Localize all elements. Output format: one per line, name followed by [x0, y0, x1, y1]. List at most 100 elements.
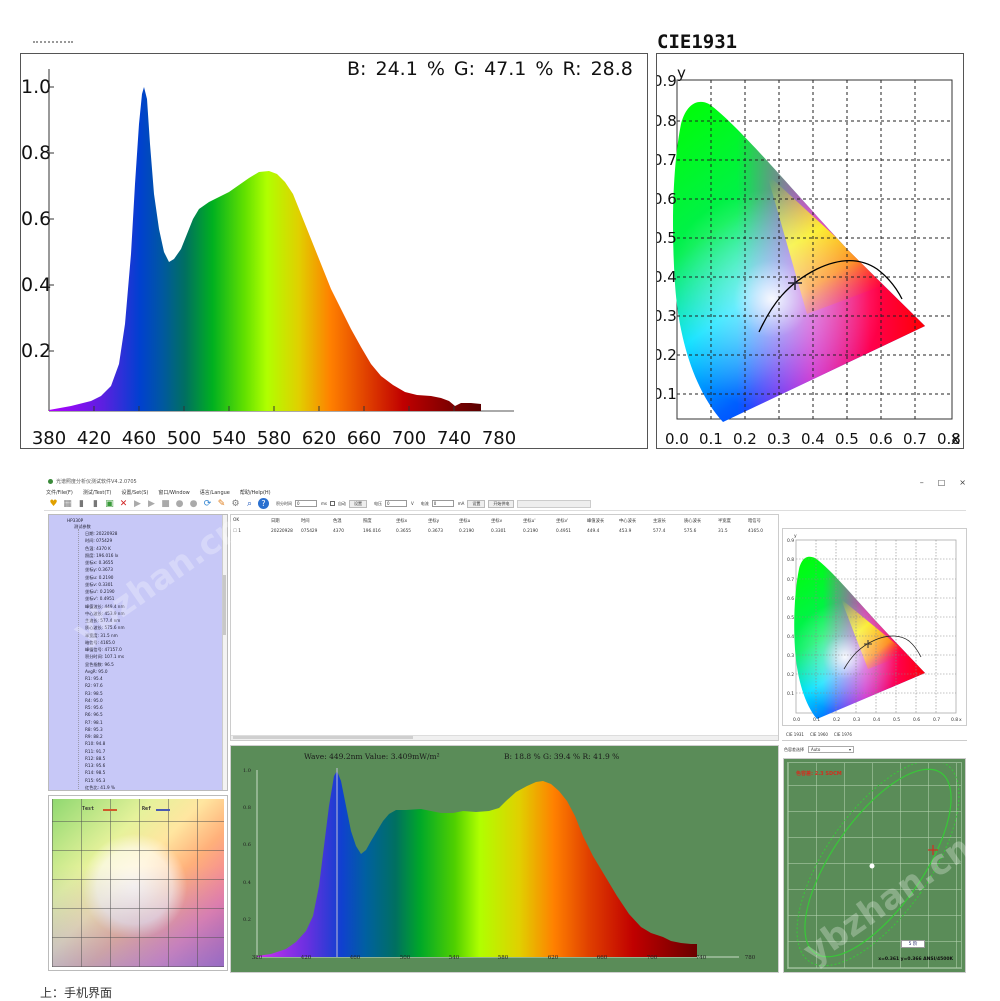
- current-input[interactable]: 0: [431, 500, 454, 507]
- set-integration-button[interactable]: 设置: [348, 499, 367, 508]
- column-header[interactable]: 色温: [333, 519, 342, 524]
- column-header[interactable]: 坐标u': [523, 519, 536, 524]
- white-point-marker: [788, 276, 802, 290]
- menu-file[interactable]: 文件/File(F): [46, 490, 73, 496]
- tree-item[interactable]: 积分时间: 107.1 ms: [85, 654, 125, 660]
- spectrometer-app-window: 光谱照度分析仪测试软件V4.2.0705 – □ × 文件/File(F) 测试…: [44, 470, 967, 975]
- tree-item[interactable]: 暗信号: 4165.0: [85, 639, 115, 645]
- open-heart-icon[interactable]: ♥: [49, 498, 58, 509]
- column-header[interactable]: 峰值波长: [587, 519, 605, 524]
- tree-item[interactable]: R12: 88.5: [85, 755, 106, 761]
- column-header[interactable]: 坐标u: [459, 519, 471, 524]
- stop-icon[interactable]: ■: [161, 498, 170, 509]
- column-header[interactable]: 坐标v': [556, 519, 569, 524]
- tree-root[interactable]: HP330P: [67, 518, 84, 523]
- tree-item[interactable]: R1: 95.4: [85, 676, 103, 681]
- tree-group[interactable]: 测试参数: [74, 524, 91, 529]
- tolerance-dropdown[interactable]: Auto ▾: [808, 746, 854, 753]
- tree-item[interactable]: R3: 98.5: [85, 690, 103, 696]
- tree-item[interactable]: R7: 98.1: [85, 719, 103, 725]
- delete-icon[interactable]: ✕: [119, 498, 128, 509]
- step-spinner[interactable]: 5 阶: [901, 940, 925, 948]
- bulb-icon[interactable]: ●: [175, 498, 184, 509]
- column-header[interactable]: 时间: [301, 519, 310, 524]
- minimize-button[interactable]: –: [919, 478, 924, 487]
- menu-test[interactable]: 测试/Test(T): [82, 490, 112, 496]
- tab-cie-1976[interactable]: CIE 1976: [833, 732, 852, 737]
- tab-cie-1960[interactable]: CIE 1960: [809, 732, 828, 737]
- tree-item[interactable]: R2: 97.6: [85, 683, 103, 689]
- tree-item[interactable]: 主波长: 577.4 nm: [85, 618, 121, 623]
- column-header[interactable]: 质心波长: [684, 519, 702, 524]
- tree-item[interactable]: R8: 95.3: [85, 726, 103, 732]
- start-power-button[interactable]: 开始供电: [488, 499, 515, 508]
- menu-window[interactable]: 窗口/Window: [158, 490, 190, 496]
- menu-language[interactable]: 语言/Langue: [199, 490, 230, 496]
- column-header[interactable]: 坐标x: [396, 519, 408, 524]
- play-icon[interactable]: ▶: [134, 498, 141, 509]
- measured-point-marker: [928, 845, 938, 855]
- tree-item[interactable]: 半宽度: 31.5 nm: [85, 632, 118, 638]
- step-icon[interactable]: ▶: [148, 498, 155, 509]
- table-cell[interactable]: ☐ 1: [233, 529, 241, 534]
- calculator-icon[interactable]: ▦: [63, 498, 72, 509]
- tree-item[interactable]: 显色指数: 96.5: [85, 661, 114, 667]
- column-header[interactable]: 暗信号: [748, 519, 761, 524]
- tree-item[interactable]: 坐标u: 0.2190: [85, 574, 114, 580]
- column-header[interactable]: 主波长: [653, 519, 666, 524]
- maximize-button[interactable]: □: [937, 478, 946, 487]
- tree-item[interactable]: 日期: 20220928: [85, 531, 118, 536]
- tree-item[interactable]: AvgR: 95.0: [85, 668, 108, 674]
- edit-icon[interactable]: ✎: [217, 498, 226, 509]
- tree-item[interactable]: R9: 88.2: [85, 734, 103, 739]
- tree-item[interactable]: R15: 95.3: [85, 777, 106, 783]
- tree-item[interactable]: 峰值信号: 47157.0: [85, 647, 122, 652]
- column-header[interactable]: 坐标y: [428, 519, 440, 524]
- column-header[interactable]: OK: [233, 518, 240, 523]
- column-header[interactable]: 半宽度: [718, 519, 731, 524]
- tree-item[interactable]: 坐标v': 0.4951: [85, 596, 115, 602]
- tree-item[interactable]: 坐标y: 0.3673: [85, 567, 113, 573]
- table-scrollbar[interactable]: [231, 735, 778, 740]
- tree-item[interactable]: R10: 94.8: [85, 741, 106, 747]
- menu-set[interactable]: 设置/Set(S): [121, 490, 149, 496]
- search-icon[interactable]: ⌕: [246, 498, 253, 509]
- tree-item[interactable]: 照度: 196.016 lx: [85, 552, 119, 558]
- tab-cie-1931[interactable]: CIE 1931: [786, 732, 804, 737]
- integration-time-input[interactable]: 0: [295, 500, 317, 507]
- svg-text:0.2: 0.2: [787, 672, 794, 678]
- auto-checkbox[interactable]: [329, 501, 335, 506]
- tree-item[interactable]: 色温: 4370 K: [85, 545, 111, 551]
- tree-item[interactable]: 时间: 075429: [85, 538, 113, 544]
- voltage-input[interactable]: 0: [384, 500, 407, 507]
- tree-item[interactable]: 坐标x: 0.3655: [85, 560, 114, 565]
- bulb-settings-icon[interactable]: ●: [189, 498, 198, 509]
- set-power-button[interactable]: 设置: [467, 499, 486, 508]
- help-icon[interactable]: ?: [258, 498, 269, 509]
- tree-item[interactable]: 坐标v: 0.3301: [85, 581, 114, 587]
- tree-item[interactable]: 红色比: 41.9 %: [85, 784, 115, 790]
- tree-item[interactable]: R6: 96.5: [85, 712, 103, 718]
- save-icon[interactable]: ▮: [79, 498, 84, 509]
- save-as-icon[interactable]: ▮: [93, 498, 98, 509]
- close-button[interactable]: ×: [959, 478, 966, 487]
- column-header[interactable]: 日期: [271, 519, 280, 524]
- tree-item[interactable]: 坐标u': 0.2190: [85, 589, 115, 594]
- settings-gear-icon[interactable]: ⚙: [231, 498, 240, 509]
- tree-item[interactable]: 质心波长: 575.6 nm: [85, 625, 125, 631]
- tree-item[interactable]: R4: 95.0: [85, 697, 103, 703]
- column-header[interactable]: 坐标v: [491, 519, 503, 524]
- tree-item[interactable]: 峰值波长: 449.4 nm: [85, 603, 125, 609]
- tree-item[interactable]: R14: 98.5: [85, 770, 106, 776]
- menu-help[interactable]: 帮助/Help(H): [239, 490, 271, 496]
- column-header[interactable]: 照度: [363, 519, 372, 524]
- refresh-icon[interactable]: ⟳: [203, 498, 212, 509]
- tree-item[interactable]: R11: 91.7: [85, 748, 106, 754]
- tree-scrollbar[interactable]: [222, 515, 227, 790]
- tree-item[interactable]: R13: 95.6: [85, 763, 106, 768]
- x-tick: 740: [695, 955, 707, 961]
- tree-item[interactable]: R5: 95.6: [85, 705, 103, 710]
- tree-item[interactable]: 中心波长: 453.9 nm: [85, 610, 125, 616]
- export-icon[interactable]: ▣: [105, 498, 114, 509]
- column-header[interactable]: 中心波长: [619, 519, 637, 524]
